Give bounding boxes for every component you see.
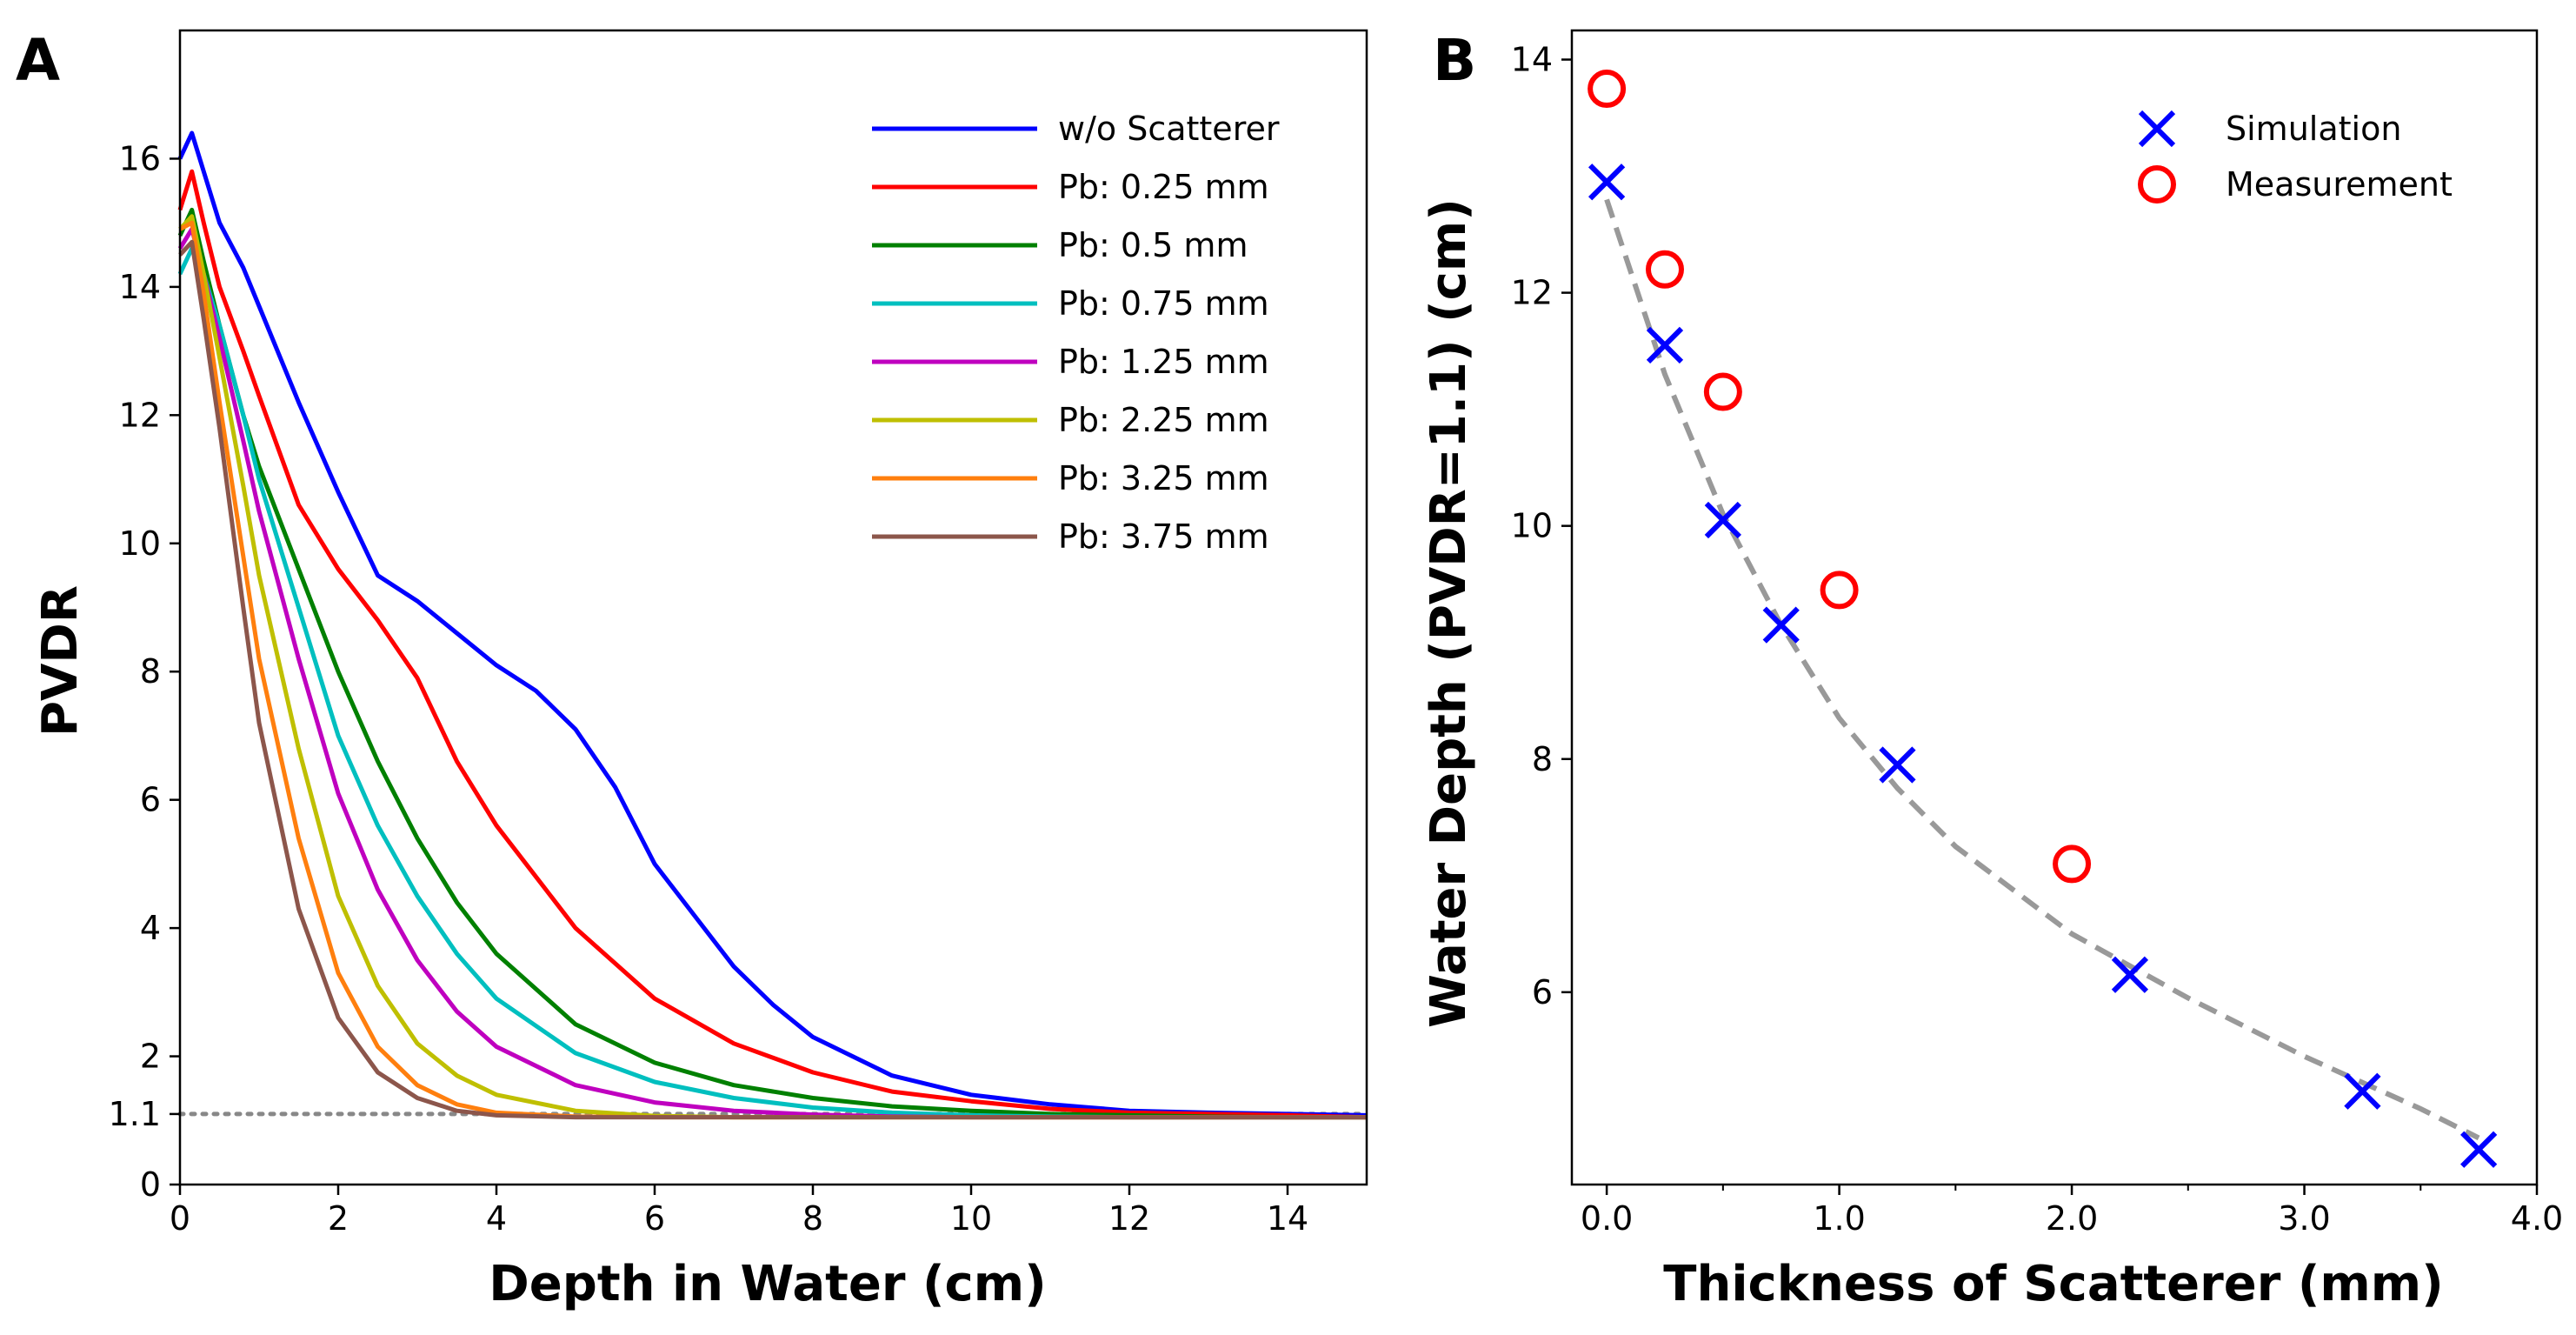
x-tick-label: 2 — [328, 1199, 349, 1238]
y-tick-label: 1.1 — [109, 1095, 161, 1133]
x-tick-label: 12 — [1108, 1199, 1150, 1238]
x-tick-label: 14 — [1267, 1199, 1308, 1238]
panel-a: A 0 2 4 6 8 10 12 14 0 1.1 2 4 6 8 10 12 14 16 Depth in … — [16, 27, 1369, 1312]
panel-b-legend: Simulation Measurement — [2138, 110, 2453, 204]
legend-label-w-o-scatterer: w/o Scatterer — [1058, 110, 1280, 148]
legend-label-pb-2-25-mm: Pb: 2.25 mm — [1058, 401, 1269, 439]
panel-b-frame — [1570, 29, 2539, 1186]
y-tick-label: 2 — [140, 1038, 161, 1076]
y-tick-label: 6 — [1532, 973, 1553, 1011]
legend-label-pb-3-75-mm: Pb: 3.75 mm — [1058, 517, 1269, 556]
y-tick-label: 12 — [119, 396, 161, 434]
simulation-point — [1646, 326, 1684, 364]
y-tick-label: 0 — [140, 1165, 161, 1204]
x-tick-label: 0 — [170, 1199, 190, 1238]
panel-a-x-axis-label: Depth in Water (cm) — [489, 1256, 1046, 1312]
y-tick-label: 8 — [1532, 740, 1553, 778]
x-tick-label: 4 — [486, 1199, 507, 1238]
panel-b-y-ticks: 6 8 10 12 14 — [1511, 41, 1572, 1011]
simulation-point — [1879, 746, 1916, 784]
series-line-pb-0-25-mm — [177, 169, 1368, 1120]
series-line-w-o-scatterer — [177, 130, 1368, 1118]
panel-b-series — [1588, 70, 2498, 1168]
y-tick-label: 10 — [1511, 507, 1553, 545]
measurement-point — [1820, 571, 1859, 610]
panel-b-y-axis-label: Water Depth (PVDR=1.1) (cm) — [1421, 198, 1477, 1028]
x-tick-label: 10 — [950, 1199, 992, 1238]
panel-a-x-ticks: 0 2 4 6 8 10 12 14 — [170, 1185, 1308, 1238]
legend-label-pb-1-25-mm: Pb: 1.25 mm — [1058, 343, 1269, 381]
legend-label-pb-0-5-mm: Pb: 0.5 mm — [1058, 226, 1248, 264]
panel-a-y-ticks: 0 1.1 2 4 6 8 10 12 14 16 — [109, 139, 180, 1204]
simulation-point — [2111, 956, 2149, 993]
panel-b: B 0.0 1.0 2.0 3.0 4.0 6 8 10 12 14 Thickness of … — [1421, 27, 2563, 1312]
x-tick-label: 2.0 — [2046, 1199, 2098, 1238]
fit-curve — [1604, 198, 2480, 1141]
measurement-point — [1703, 372, 1742, 411]
simulation-point — [1704, 501, 1741, 539]
legend-swatch-measurement — [2138, 165, 2176, 204]
panel-b-x-ticks: 0.0 1.0 2.0 3.0 4.0 — [1581, 1185, 2563, 1238]
y-tick-label: 4 — [140, 909, 161, 947]
simulation-point — [2344, 1072, 2381, 1110]
measurement-point — [2053, 844, 2092, 884]
panel-a-legend: w/o Scatterer Pb: 0.25 mm Pb: 0.5 mm Pb: 0.… — [872, 110, 1280, 556]
legend-label-measurement: Measurement — [2226, 165, 2453, 204]
y-tick-label: 10 — [119, 524, 161, 563]
x-tick-label: 8 — [802, 1199, 823, 1238]
y-tick-label: 14 — [1511, 41, 1553, 79]
panel-a-y-axis-label: PVDR — [32, 585, 89, 737]
simulation-point — [1588, 164, 1626, 201]
panel-a-label: A — [16, 27, 60, 94]
panel-b-x-axis-label: Thickness of Scatterer (mm) — [1663, 1256, 2443, 1312]
legend-label-pb-0-25-mm: Pb: 0.25 mm — [1058, 168, 1269, 206]
x-tick-label: 1.0 — [1813, 1199, 1865, 1238]
y-tick-label: 12 — [1511, 274, 1553, 312]
panel-b-label: B — [1433, 27, 1476, 94]
simulation-point — [1762, 606, 1800, 644]
legend-swatch-simulation — [2138, 110, 2176, 148]
panel-a-series — [177, 130, 1368, 1120]
series-line-pb-3-75-mm — [178, 239, 1367, 1120]
measurement-point — [1588, 70, 1627, 109]
panel-a-frame — [178, 29, 1368, 1186]
simulation-point — [2460, 1131, 2498, 1168]
legend-label-pb-3-25-mm: Pb: 3.25 mm — [1058, 459, 1269, 497]
legend-label-pb-0-75-mm: Pb: 0.75 mm — [1058, 284, 1269, 323]
x-tick-label: 3.0 — [2278, 1199, 2330, 1238]
legend-label-simulation: Simulation — [2226, 110, 2401, 148]
x-tick-label: 4.0 — [2511, 1199, 2563, 1238]
y-tick-label: 8 — [140, 652, 161, 691]
measurement-point — [1645, 250, 1684, 289]
y-tick-label: 6 — [140, 781, 161, 819]
x-tick-label: 6 — [644, 1199, 665, 1238]
y-tick-label: 14 — [119, 268, 161, 306]
x-tick-label: 0.0 — [1581, 1199, 1633, 1238]
y-tick-label: 16 — [119, 139, 161, 177]
